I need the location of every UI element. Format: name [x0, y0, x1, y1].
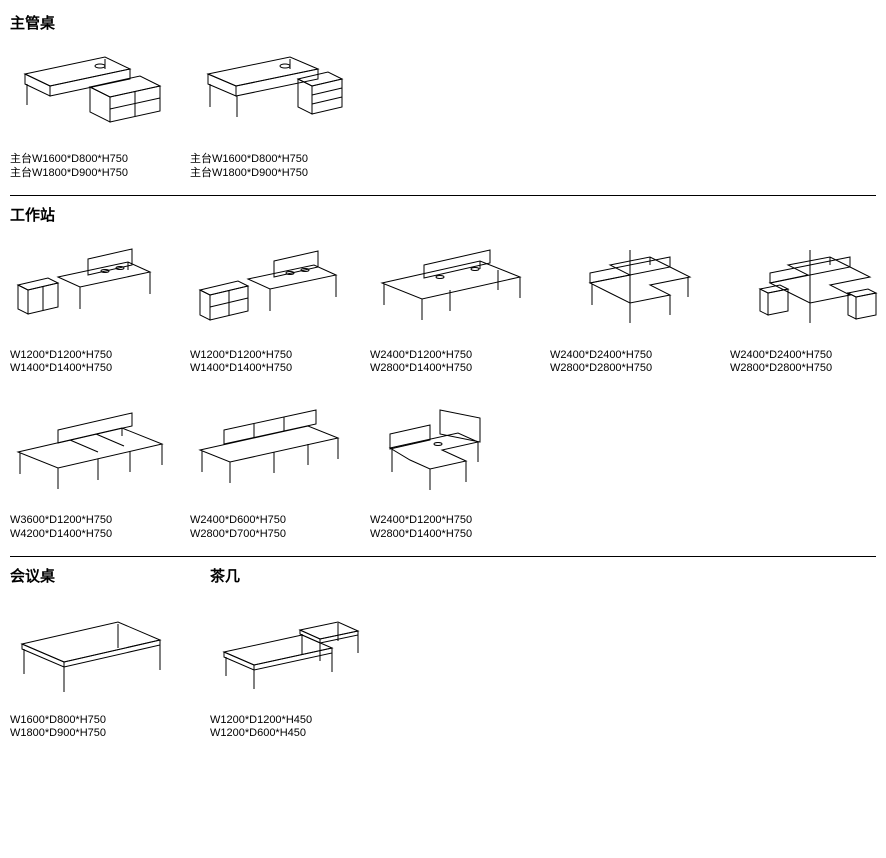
spec-line: W1200*D600*H450 — [210, 727, 312, 741]
executive-row: 主台W1600*D800*H750 主台W1800*D900*H750 主台W1… — [10, 39, 876, 181]
coffee-block: 茶几 W1200*D1200*H450 W1200*D600*H450 — [210, 565, 370, 742]
ws-2p-shelf-figure — [190, 235, 350, 335]
workstation-row-2: W3600*D1200*H750 W4200*D1400*H750 W2400*… — [10, 400, 876, 542]
spec-line: 主台W1600*D800*H750 — [190, 153, 308, 167]
spec-line: W2400*D600*H750 — [190, 514, 286, 528]
ws-item: W3600*D1200*H750 W4200*D1400*H750 — [10, 400, 170, 542]
spec-line: W2800*D2800*H750 — [730, 362, 832, 376]
meeting-block: 会议桌 W1600*D800*H750 W1800*D900*H750 — [10, 565, 170, 742]
spec-line: W2800*D700*H750 — [190, 528, 286, 542]
spec-line: W2800*D1400*H750 — [370, 528, 472, 542]
spec-line: 主台W1600*D800*H750 — [10, 153, 128, 167]
ws-item: W2400*D600*H750 W2800*D700*H750 — [190, 400, 350, 542]
executive-item-1: 主台W1600*D800*H750 主台W1800*D900*H750 — [10, 39, 170, 181]
spec-line: W3600*D1200*H750 — [10, 514, 112, 528]
spec-line: W2800*D2800*H750 — [550, 362, 652, 376]
spec-line: W2400*D1200*H750 — [370, 349, 472, 363]
exec-desk-a-figure — [10, 39, 170, 139]
spec-line: W2800*D1400*H750 — [370, 362, 472, 376]
ws-item: W2400*D1200*H750 W2800*D1400*H750 — [370, 400, 530, 542]
spec-line: W4200*D1400*H750 — [10, 528, 112, 542]
ws-row-3-figure — [190, 400, 350, 500]
ws-bench-6-figure — [10, 400, 170, 500]
ws-item: W2400*D1200*H750 W2800*D1400*H750 — [370, 235, 530, 377]
ws-item: W2400*D2400*H750 W2800*D2800*H750 — [730, 235, 886, 377]
spec-line: W2400*D2400*H750 — [730, 349, 832, 363]
section-title-coffee: 茶几 — [210, 565, 370, 586]
ws-cross-4-ped-figure — [730, 235, 886, 335]
ws-item: W2400*D2400*H750 W2800*D2800*H750 — [550, 235, 710, 377]
ws-2p-cabinets-figure — [10, 235, 170, 335]
spec-line: W1600*D800*H750 — [10, 714, 106, 728]
divider — [10, 556, 876, 557]
spec-line: W1200*D1200*H450 — [210, 714, 312, 728]
spec-line: 主台W1800*D900*H750 — [190, 167, 308, 181]
section-title-executive: 主管桌 — [10, 12, 876, 33]
exec-desk-b-figure — [190, 39, 350, 139]
meeting-table-figure — [10, 600, 170, 700]
ws-cross-4-figure — [550, 235, 710, 335]
spec-line: W2400*D2400*H750 — [550, 349, 652, 363]
section-title-workstation: 工作站 — [10, 204, 876, 225]
spec-line: W1800*D900*H750 — [10, 727, 106, 741]
divider — [10, 195, 876, 196]
coffee-tables-figure — [210, 600, 370, 700]
spec-line: W1400*D1400*H750 — [10, 362, 112, 376]
executive-item-2: 主台W1600*D800*H750 主台W1800*D900*H750 — [190, 39, 350, 181]
ws-l-shape-figure — [370, 400, 530, 500]
spec-line: 主台W1800*D900*H750 — [10, 167, 128, 181]
workstation-row-1: W1200*D1200*H750 W1400*D1400*H750 W1200*… — [10, 235, 876, 377]
spec-line: W1200*D1200*H750 — [10, 349, 112, 363]
ws-item: W1200*D1200*H750 W1400*D1400*H750 — [190, 235, 350, 377]
section-title-meeting: 会议桌 — [10, 565, 170, 586]
spec-line: W1200*D1200*H750 — [190, 349, 292, 363]
spec-line: W2400*D1200*H750 — [370, 514, 472, 528]
ws-item: W1200*D1200*H750 W1400*D1400*H750 — [10, 235, 170, 377]
spec-line: W1400*D1400*H750 — [190, 362, 292, 376]
ws-bench-4-figure — [370, 235, 530, 335]
